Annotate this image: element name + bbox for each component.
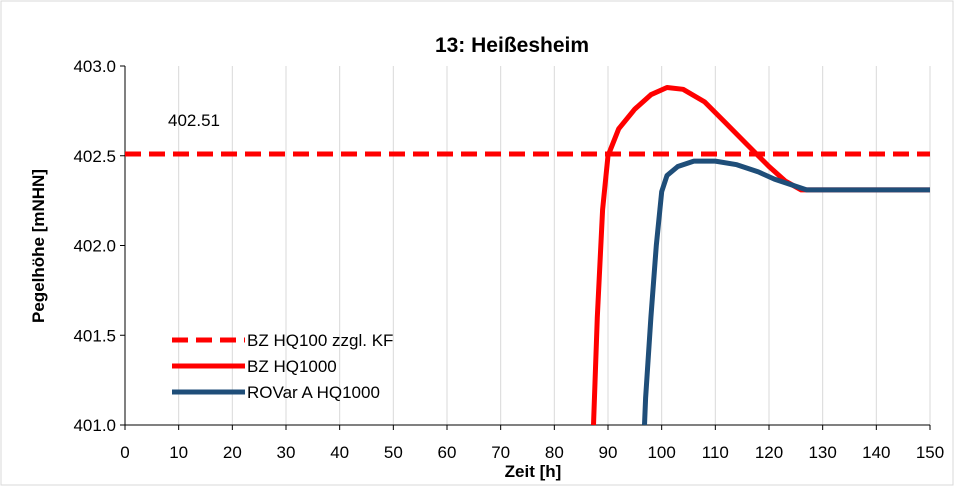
x-tick-label: 70 [491, 443, 510, 462]
axis-layer: 401.0 401.5 402.0 402.5 403.0 0 10 20 30 40 50 60 70… [73, 57, 944, 462]
legend-label: BZ HQ1000 [247, 357, 337, 376]
x-tick-label: 20 [223, 443, 242, 462]
legend-label: ROVar A HQ1000 [247, 383, 380, 402]
x-tick-label: 40 [330, 443, 349, 462]
y-tick-label: 401.0 [73, 416, 116, 435]
x-axis-title: Zeit [h] [505, 462, 562, 481]
y-axis-title: Pegelhöhe [mNHN] [29, 169, 48, 323]
legend: BZ HQ100 zzgl. KF BZ HQ1000 ROVar A HQ1000 [172, 331, 393, 402]
x-tick-label: 130 [808, 443, 836, 462]
x-tick-label: 110 [702, 443, 729, 462]
y-tick-label: 403.0 [73, 57, 116, 76]
grid-layer [178, 66, 931, 425]
y-tick-label: 402.0 [73, 237, 116, 256]
x-tick-label: 140 [862, 443, 890, 462]
x-tick-label: 120 [755, 443, 783, 462]
y-tick-label: 401.5 [73, 326, 116, 345]
x-tick-label: 30 [277, 443, 296, 462]
x-tick-label: 10 [169, 443, 188, 462]
x-tick-label: 150 [916, 443, 944, 462]
y-tick-label: 402.5 [73, 147, 116, 166]
series-layer [125, 85, 930, 426]
x-tick-label: 0 [120, 443, 129, 462]
threshold-annotation: 402.51 [168, 111, 220, 130]
x-tick-label: 80 [545, 443, 564, 462]
x-tick-label: 100 [647, 443, 675, 462]
x-tick-label: 60 [438, 443, 457, 462]
legend-label: BZ HQ100 zzgl. KF [247, 331, 393, 350]
x-tick-label: 50 [384, 443, 403, 462]
x-tick-label: 90 [599, 443, 618, 462]
chart-title: 13: Heißesheim [435, 34, 589, 57]
series-line [642, 158, 930, 426]
